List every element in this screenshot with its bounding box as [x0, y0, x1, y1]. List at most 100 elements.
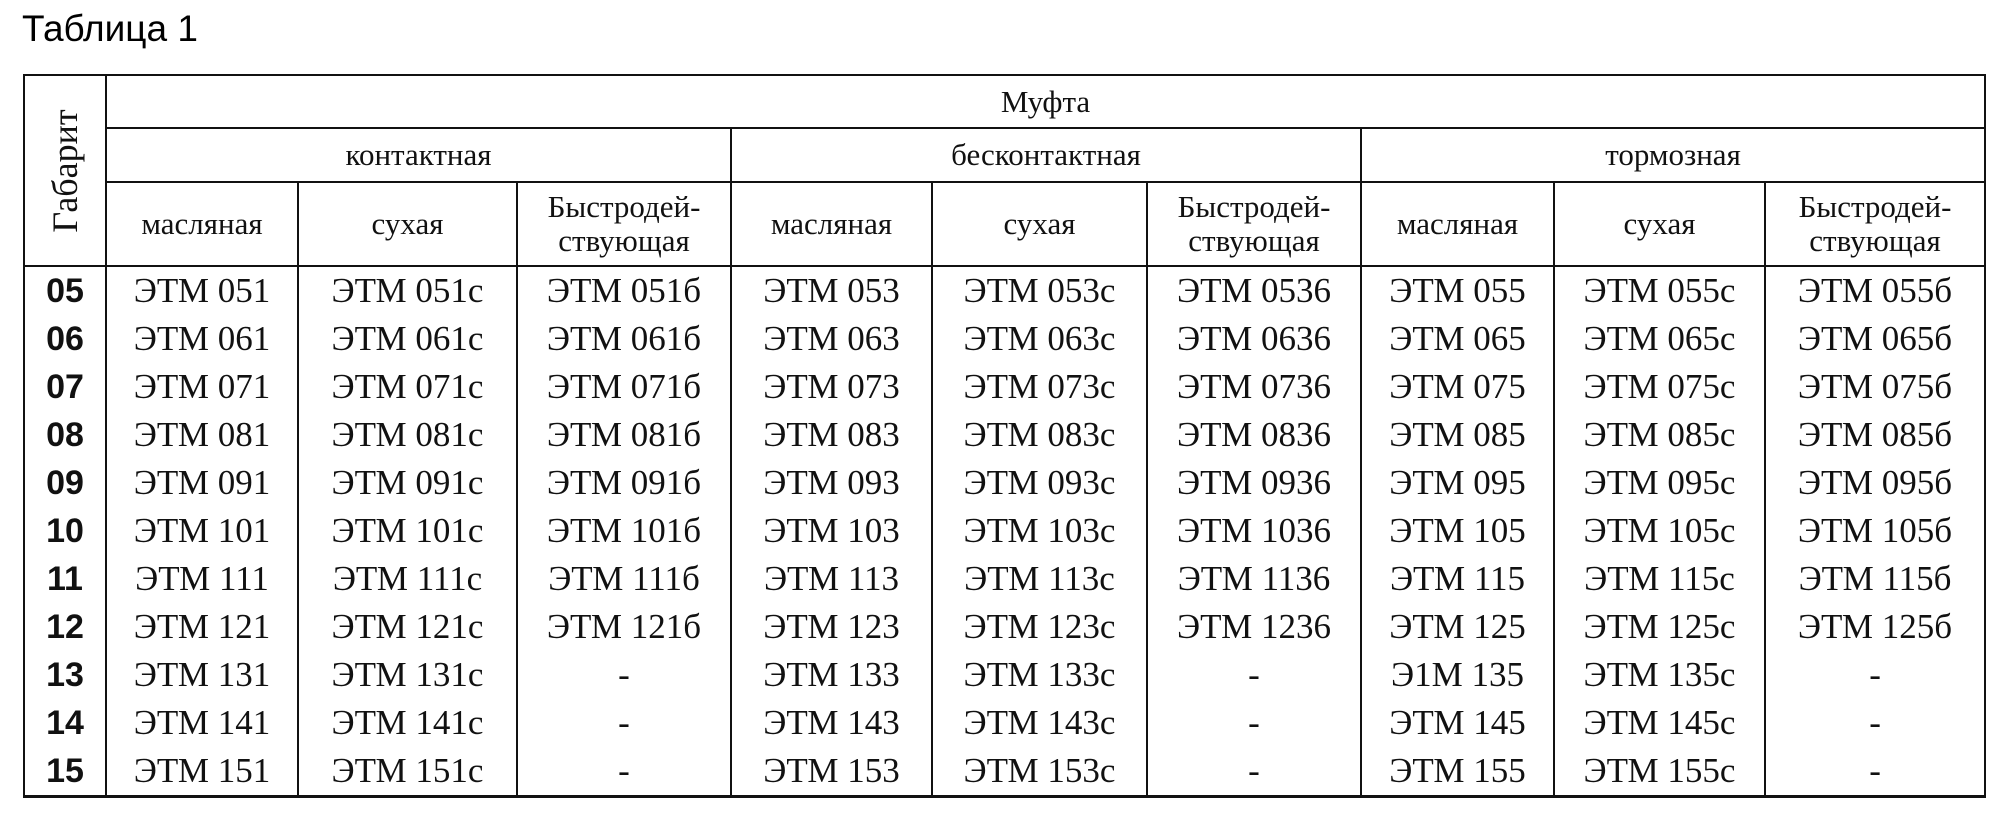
gabarit-cell: 07 — [23, 363, 107, 411]
model-cell: ЭТМ 061с — [297, 315, 518, 363]
model-cell: ЭТМ 071с — [297, 363, 518, 411]
model-cell: ЭТМ 103 — [730, 507, 933, 555]
model-cell: ЭТМ 095б — [1763, 459, 1987, 507]
model-cell: ЭТМ 1136 — [1146, 555, 1362, 603]
subcolumn-header-line: Быстродей- — [547, 188, 701, 224]
model-cell: ЭТМ 081б — [516, 411, 732, 459]
model-cell: ЭТМ 095 — [1360, 459, 1555, 507]
model-cell: ЭТМ 133 — [730, 651, 933, 699]
model-cell: ЭТМ 071б — [516, 363, 732, 411]
subcolumn-header: масляная — [105, 180, 299, 268]
model-cell: ЭТМ 141с — [297, 699, 518, 747]
gabarit-cell: 13 — [23, 651, 107, 699]
model-cell: ЭТМ 1236 — [1146, 603, 1362, 651]
model-cell: ЭТМ 105с — [1553, 507, 1766, 555]
subcolumn-header-line: ствующая — [1809, 222, 1941, 258]
coupling-table: Габарит Муфта контактная бесконтактная т… — [23, 73, 1987, 798]
model-cell: ЭТМ 133с — [931, 651, 1148, 699]
model-cell: ЭТМ 143с — [931, 699, 1148, 747]
model-cell: ЭТМ 0936 — [1146, 459, 1362, 507]
model-cell: ЭТМ 131с — [297, 651, 518, 699]
model-cell: - — [1763, 699, 1987, 747]
model-cell: ЭТМ 091с — [297, 459, 518, 507]
model-cell: ЭТМ 091б — [516, 459, 732, 507]
model-cell: ЭТМ 0536 — [1146, 266, 1362, 315]
model-cell: ЭТМ 125с — [1553, 603, 1766, 651]
model-cell: - — [516, 651, 732, 699]
model-cell: ЭТМ 121б — [516, 603, 732, 651]
model-cell: ЭТМ 151с — [297, 747, 518, 798]
model-cell: ЭТМ 083с — [931, 411, 1148, 459]
group-header-contactless: бесконтактная — [730, 127, 1362, 183]
model-cell: ЭТМ 055 — [1360, 266, 1555, 315]
model-cell: ЭТМ 115 — [1360, 555, 1555, 603]
model-cell: - — [516, 699, 732, 747]
model-cell: ЭТМ 115с — [1553, 555, 1766, 603]
subcolumn-header: Быстродей-ствующая — [1146, 180, 1362, 268]
model-cell: ЭТМ 091 — [105, 459, 299, 507]
model-cell: ЭТМ 053 — [730, 266, 933, 315]
model-cell: ЭТМ 083 — [730, 411, 933, 459]
model-cell: ЭТМ 103с — [931, 507, 1148, 555]
model-cell: ЭТМ 085б — [1763, 411, 1987, 459]
model-cell: ЭТМ 061б — [516, 315, 732, 363]
model-cell: ЭТМ 101 — [105, 507, 299, 555]
model-cell: ЭТМ 111 — [105, 555, 299, 603]
model-cell: ЭТМ 093с — [931, 459, 1148, 507]
subcolumn-header: Быстродей-ствующая — [516, 180, 732, 268]
model-cell: ЭТМ 055б — [1763, 266, 1987, 315]
model-cell: ЭТМ 155 — [1360, 747, 1555, 798]
model-cell: ЭТМ 111б — [516, 555, 732, 603]
table-row: 06 ЭТМ 061 ЭТМ 061с ЭТМ 061б ЭТМ 063 ЭТМ 063с… — [23, 315, 1987, 363]
model-cell: ЭТМ 071 — [105, 363, 299, 411]
model-cell: ЭТМ 111с — [297, 555, 518, 603]
gabarit-cell: 10 — [23, 507, 107, 555]
gabarit-cell: 05 — [23, 266, 107, 315]
model-cell: ЭТМ 061 — [105, 315, 299, 363]
model-cell: ЭТМ 051с — [297, 266, 518, 315]
model-cell: ЭТМ 051б — [516, 266, 732, 315]
table-row: 15 ЭТМ 151 ЭТМ 151с - ЭТМ 153 ЭТМ 153с - ЭТМ 15… — [23, 747, 1987, 798]
model-cell: ЭТМ 121 — [105, 603, 299, 651]
table-row: 08 ЭТМ 081 ЭТМ 081с ЭТМ 081б ЭТМ 083 ЭТМ 083с… — [23, 411, 1987, 459]
gabarit-cell: 08 — [23, 411, 107, 459]
model-cell: - — [1763, 651, 1987, 699]
subcolumn-header-line: Быстродей- — [1177, 188, 1331, 224]
model-cell: ЭТМ 055с — [1553, 266, 1766, 315]
model-cell: ЭТМ 151 — [105, 747, 299, 798]
gabarit-cell: 14 — [23, 699, 107, 747]
model-cell: ЭТМ 105 — [1360, 507, 1555, 555]
model-cell: ЭТМ 065 — [1360, 315, 1555, 363]
table-row: 10 ЭТМ 101 ЭТМ 101с ЭТМ 101б ЭТМ 103 ЭТМ 103с… — [23, 507, 1987, 555]
model-cell: ЭТМ 113 — [730, 555, 933, 603]
group-header-contact: контактная — [105, 127, 732, 183]
model-cell: ЭТМ 131 — [105, 651, 299, 699]
model-cell: ЭТМ 063с — [931, 315, 1148, 363]
group-header-brake: тормозная — [1359, 127, 1987, 183]
table-row: 13 ЭТМ 131 ЭТМ 131с - ЭТМ 133 ЭТМ 133с - Э1М 13… — [23, 651, 1987, 699]
subcolumn-header: сухая — [1553, 180, 1766, 268]
gabarit-cell: 15 — [23, 747, 107, 798]
model-cell: ЭТМ 145 — [1360, 699, 1555, 747]
model-cell: ЭТМ 093 — [730, 459, 933, 507]
table-row: 05 ЭТМ 051 ЭТМ 051с ЭТМ 051б ЭТМ 053 ЭТМ 053с… — [23, 266, 1987, 315]
model-cell: ЭТМ 0636 — [1146, 315, 1362, 363]
model-cell: ЭТМ 155с — [1553, 747, 1766, 798]
model-cell: - — [1763, 747, 1987, 798]
model-cell: ЭТМ 085 — [1360, 411, 1555, 459]
table-caption: Таблица 1 — [22, 8, 198, 49]
model-cell: ЭТМ 153 — [730, 747, 933, 798]
gabarit-header-text: Габарит — [45, 108, 85, 233]
table-row: 11 ЭТМ 111 ЭТМ 111с ЭТМ 111б ЭТМ 113 ЭТМ 113с… — [23, 555, 1987, 603]
model-cell: ЭТМ 123с — [931, 603, 1148, 651]
model-cell: ЭТМ 095с — [1553, 459, 1766, 507]
model-cell: ЭТМ 073 — [730, 363, 933, 411]
model-cell: ЭТМ 075б — [1763, 363, 1987, 411]
model-cell: ЭТМ 081с — [297, 411, 518, 459]
model-cell: ЭТМ 085с — [1553, 411, 1766, 459]
model-cell: ЭТМ 065б — [1763, 315, 1987, 363]
model-cell: ЭТМ 075с — [1553, 363, 1766, 411]
model-cell: ЭТМ 123 — [730, 603, 933, 651]
model-cell: ЭТМ 0736 — [1146, 363, 1362, 411]
table-row: 07 ЭТМ 071 ЭТМ 071с ЭТМ 071б ЭТМ 073 ЭТМ 073с… — [23, 363, 1987, 411]
